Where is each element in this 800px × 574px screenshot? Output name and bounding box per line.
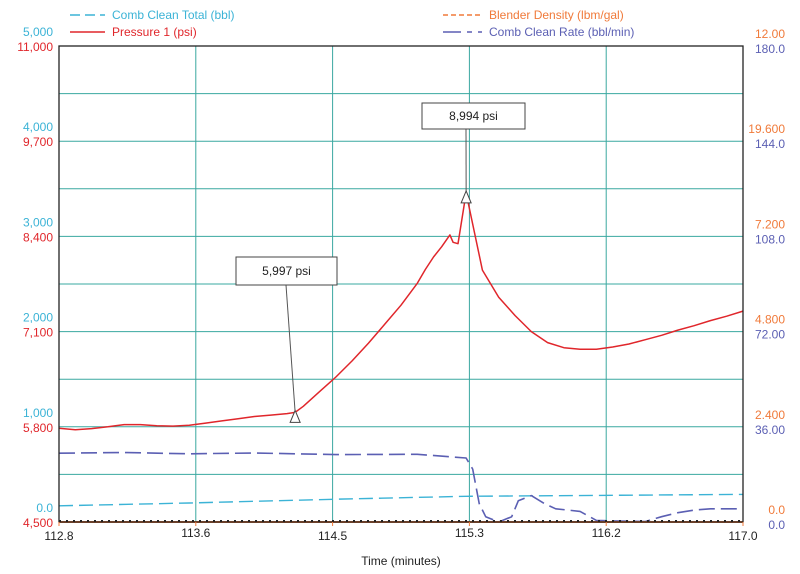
y-tick-label-pressure: 7,100	[23, 326, 53, 340]
y-tick-label-comb-clean-total: 0.0	[36, 501, 53, 515]
annotation-marker-triangle	[460, 189, 472, 204]
x-tick-label: 115.3	[455, 526, 484, 540]
series-comb-clean-rate	[58, 451, 743, 523]
x-tick-label: 117.0	[728, 529, 757, 543]
annotation-label: 5,997 psi	[262, 264, 311, 278]
y-tick-label-comb-clean-rate: 180.0	[755, 42, 785, 56]
y-tick-label-blender-density: 4.800	[755, 313, 785, 327]
legend-label-comb-clean-total: Comb Clean Total (bbl)	[112, 8, 235, 22]
annotation-box	[421, 102, 526, 130]
legend-entry-comb-clean-rate: Comb Clean Rate (bbl/min)	[443, 25, 634, 39]
y-tick-label-blender-density: 0.0	[768, 503, 785, 517]
x-tick-label: 114.5	[318, 529, 347, 543]
annotations: 5,997 psi 8,994 psi	[235, 102, 526, 423]
legend-entry-blender-density: Blender Density (lbm/gal)	[443, 8, 624, 22]
y-tick-label-comb-clean-total: 3,000	[23, 215, 53, 229]
y-tick-label-blender-density: 2.400	[755, 408, 785, 422]
x-tick-label: 116.2	[592, 526, 621, 540]
grid	[59, 46, 743, 522]
y-tick-label-blender-density: 12.00	[755, 27, 785, 41]
y-tick-label-comb-clean-total: 4,000	[23, 120, 53, 134]
annotation-marker-triangle	[289, 409, 301, 423]
series-pressure	[58, 192, 744, 431]
y-tick-label-blender-density: 7.200	[755, 217, 785, 231]
annotation-label: 8,994 psi	[449, 109, 498, 123]
series-layer	[58, 192, 744, 523]
legend-label-blender-density: Blender Density (lbm/gal)	[489, 8, 624, 22]
y-tick-label-pressure: 5,800	[23, 421, 53, 435]
x-tick-label: 112.8	[44, 529, 73, 543]
y-tick-label-pressure: 4,500	[23, 516, 53, 530]
y-tick-label-pressure: 11,000	[17, 40, 53, 54]
legend-label-comb-clean-rate: Comb Clean Rate (bbl/min)	[489, 25, 634, 39]
legend-entry-comb-clean-total: Comb Clean Total (bbl)	[70, 8, 235, 22]
y-tick-label-comb-clean-total: 1,000	[23, 406, 53, 420]
legend-entry-pressure: Pressure 1 (psi)	[70, 25, 197, 39]
series-comb-clean-total	[58, 493, 744, 507]
y-tick-label-comb-clean-rate: 36.00	[755, 423, 785, 437]
y-tick-label-comb-clean-total: 5,000	[23, 25, 53, 39]
y-tick-label-comb-clean-rate: 0.0	[768, 518, 785, 532]
plot-frame	[58, 45, 744, 523]
annotation-leader-line	[285, 284, 296, 413]
y-tick-label-comb-clean-rate: 108.0	[755, 232, 785, 246]
axis-ticks: 0.0 1,000 2,000 3,000 4,000 5,000 4,500 5,800 7,…	[17, 25, 785, 543]
legend-label-pressure: Pressure 1 (psi)	[112, 25, 197, 39]
x-tick-label: 113.6	[181, 526, 210, 540]
y-tick-label-pressure: 8,400	[23, 230, 53, 244]
y-tick-label-blender-density: 19.600	[748, 122, 785, 136]
annotation-box	[235, 256, 338, 286]
x-axis-label: Time (minutes)	[361, 554, 441, 568]
y-tick-label-pressure: 9,700	[23, 135, 53, 149]
y-tick-label-comb-clean-rate: 144.0	[755, 137, 785, 151]
legend: Comb Clean Total (bbl) Pressure 1 (psi) …	[70, 8, 634, 39]
y-tick-label-comb-clean-rate: 72.00	[755, 328, 785, 342]
y-tick-label-comb-clean-total: 2,000	[23, 311, 53, 325]
